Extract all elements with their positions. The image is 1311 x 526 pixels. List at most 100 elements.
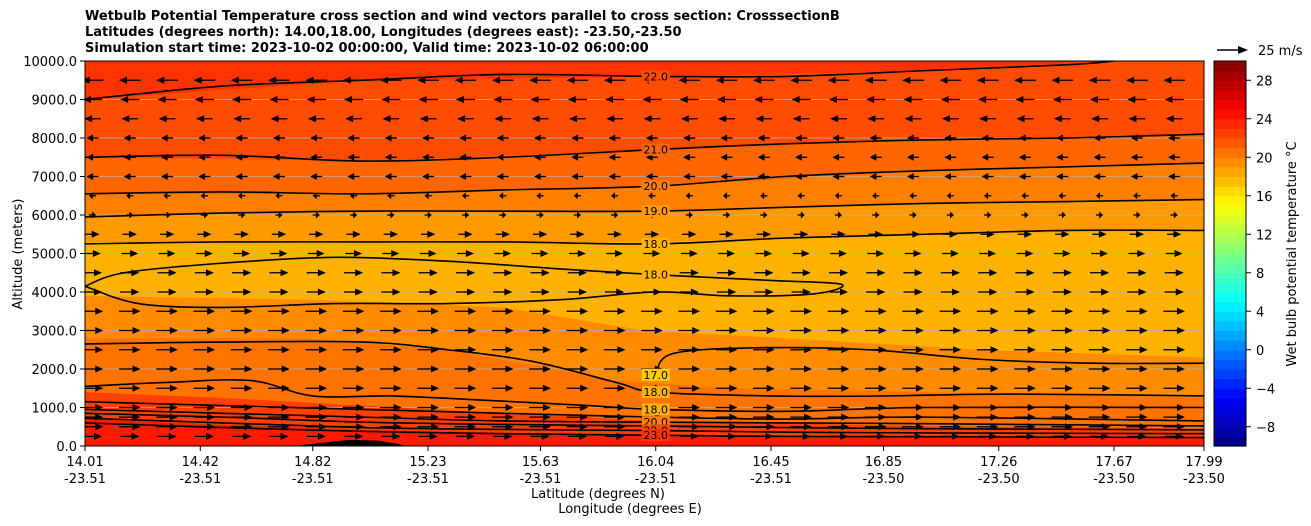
wind-vector-head	[840, 269, 849, 277]
x-tick-label-lat: 16.85	[865, 455, 902, 470]
wind-vector-head	[1176, 365, 1185, 373]
wind-vector-head	[832, 153, 840, 161]
wind-vector-head	[608, 153, 616, 161]
wind-vector-head	[455, 96, 464, 103]
wind-vector-head	[428, 250, 437, 257]
wind-vector-head	[766, 327, 775, 334]
wind-vector-head	[1061, 230, 1070, 238]
y-tick-label: 9000.0	[32, 94, 78, 109]
wind-vector-head	[235, 134, 243, 142]
wind-vector-head	[541, 432, 550, 440]
wind-vector-head	[1065, 365, 1074, 373]
wind-vector-head	[1058, 192, 1063, 200]
wind-vector-head	[454, 76, 463, 84]
wind-vector-head	[617, 384, 626, 392]
wind-vector-head	[429, 288, 438, 296]
wind-vector-head	[802, 288, 811, 296]
wind-vector-head	[95, 423, 104, 431]
wind-vector-head	[269, 96, 278, 103]
wind-vector-head	[978, 96, 987, 103]
wind-vector-head	[465, 250, 474, 257]
wind-vector-head	[802, 432, 811, 440]
y-tick-label: 4000.0	[32, 286, 78, 301]
wind-vector-head	[801, 250, 810, 257]
wind-vector-head	[907, 153, 914, 161]
wind-vector-head	[393, 404, 402, 411]
wind-vector-head	[757, 134, 765, 142]
colorbar-tick-label: 0	[1256, 344, 1264, 359]
wind-vector-head	[990, 346, 999, 354]
wind-vector-head	[1093, 153, 1101, 161]
wind-vector-head	[1051, 76, 1060, 84]
wind-vector-head	[841, 346, 850, 354]
wind-vector-head	[690, 432, 699, 440]
wind-vector-head	[390, 211, 395, 219]
wind-vector-head	[981, 173, 989, 180]
wind-vector-head	[728, 269, 737, 277]
wind-vector-head	[766, 384, 775, 392]
wind-vector-head	[979, 115, 988, 123]
wind-vector-head	[946, 192, 951, 200]
wind-vector-head	[1176, 404, 1185, 411]
wind-vector-head	[95, 384, 104, 392]
wind-vector-head	[878, 413, 887, 421]
y-tick-label: 2000.0	[32, 363, 78, 378]
wind-vector-head	[417, 76, 426, 84]
wind-vector-head	[877, 288, 886, 296]
wind-vector-head	[281, 346, 290, 354]
wind-vector-head	[430, 423, 439, 431]
wind-vector-head	[729, 413, 738, 421]
colorbar-tick-label: 20	[1256, 151, 1273, 166]
wind-vector-head	[606, 115, 615, 123]
wind-vector-head	[1065, 307, 1074, 315]
wind-vector-head	[1130, 153, 1138, 161]
wind-vector-head	[1018, 153, 1026, 161]
x-tick-label-lon: -23.51	[635, 472, 677, 487]
wind-vector-head	[615, 250, 624, 257]
wind-vector-head	[319, 404, 328, 411]
colorbar-segment	[1214, 436, 1246, 447]
wind-vector-head	[94, 288, 103, 296]
wind-vector-head	[840, 288, 849, 296]
wind-vector-head	[195, 115, 204, 123]
wind-vector-head	[95, 413, 104, 421]
wind-vector-head	[349, 192, 354, 200]
wind-vector-head	[953, 423, 962, 431]
wind-vector-head	[912, 211, 917, 219]
wind-vector-head	[953, 307, 962, 315]
wind-vector-head	[832, 134, 840, 142]
wind-vector-head	[424, 192, 429, 200]
wind-vector-head	[803, 384, 812, 392]
wind-vector-head	[88, 192, 93, 200]
wind-vector-head	[1176, 384, 1185, 392]
wind-vector-head	[233, 115, 242, 123]
wind-vector-head	[1176, 327, 1185, 334]
wind-vector-head	[1024, 211, 1029, 219]
wind-vector-head	[393, 307, 402, 315]
wind-vector-head	[244, 365, 253, 373]
wind-vector-head	[315, 211, 320, 219]
wind-vector-head	[645, 173, 653, 180]
wind-vector-head	[356, 307, 365, 315]
wind-vector-head	[427, 211, 432, 219]
wind-vector-head	[85, 76, 90, 84]
wind-vector-head	[505, 404, 514, 411]
wind-vector-head	[728, 288, 737, 296]
colorbar-segment	[1214, 272, 1246, 283]
wind-vector-head	[542, 404, 551, 411]
colorbar-segment	[1214, 157, 1246, 168]
wind-vector-head	[611, 192, 616, 200]
wind-vector-head	[536, 192, 541, 200]
y-tick-label: 6000.0	[32, 209, 78, 224]
fill-band	[85, 419, 1204, 446]
wind-vector-head	[1093, 134, 1101, 142]
wind-vector-head	[467, 288, 476, 296]
wind-vector-head	[726, 211, 731, 219]
wind-vector-head	[678, 76, 687, 84]
wind-vector-head	[540, 250, 549, 257]
wind-vector-head	[763, 230, 772, 238]
wind-vector-head	[92, 211, 97, 219]
wind-vector-head	[496, 153, 504, 161]
wind-vector-head	[457, 115, 466, 123]
wind-vector-head	[356, 423, 365, 431]
